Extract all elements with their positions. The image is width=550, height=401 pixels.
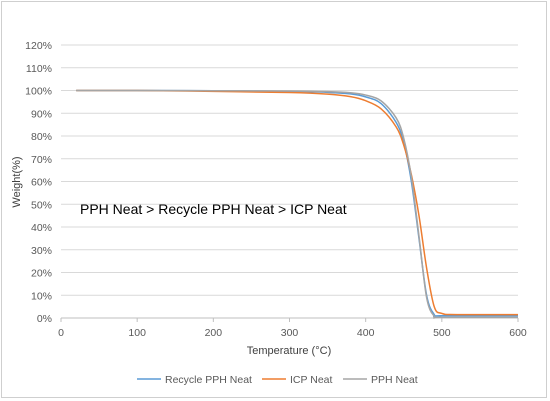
y-axis-ticks: 0% 10% 20% 30% 40% 50% 60% 70% 80% 90% 100% 110% 120… [25,40,52,325]
legend: Recycle PPH Neat ICP Neat PPH Neat [137,374,418,386]
series-line-icp-neat [76,89,519,316]
x-tick-label: 600 [509,327,527,339]
legend-label-pph-neat: PPH Neat [371,374,418,386]
y-tick-label: 120% [25,40,52,52]
ranking-annotation: PPH Neat > Recycle PPH Neat > ICP Neat [80,201,347,217]
gridlines [61,44,518,296]
x-tick-label: 0 [58,327,64,339]
series-line-pph-neat [76,89,519,319]
y-tick-label: 50% [31,199,52,211]
x-tick-label: 200 [205,327,223,339]
x-axis-title: Temperature (°C) [247,345,331,357]
y-tick-label: 20% [31,268,52,280]
x-axis-ticks: 0 100 200 300 400 500 600 [58,318,527,339]
series-lines [76,89,519,319]
y-tick-label: 10% [31,290,52,302]
y-tick-label: 40% [31,222,52,234]
y-tick-label: 100% [25,86,52,98]
y-tick-label: 60% [31,177,52,189]
y-tick-label: 110% [26,63,52,75]
y-tick-label: 90% [31,108,52,120]
legend-label-icp-neat: ICP Neat [290,374,332,386]
x-tick-label: 400 [357,327,375,339]
y-tick-label: 80% [31,131,52,143]
y-tick-label: 30% [31,245,52,257]
x-tick-label: 500 [433,327,451,339]
y-tick-label: 0% [37,313,52,325]
legend-label-recycle-pph-neat: Recycle PPH Neat [165,374,252,386]
x-tick-label: 100 [128,327,146,339]
y-axis-title: Weight(%) [11,156,23,207]
y-tick-label: 70% [31,154,52,166]
x-tick-label: 300 [281,327,299,339]
